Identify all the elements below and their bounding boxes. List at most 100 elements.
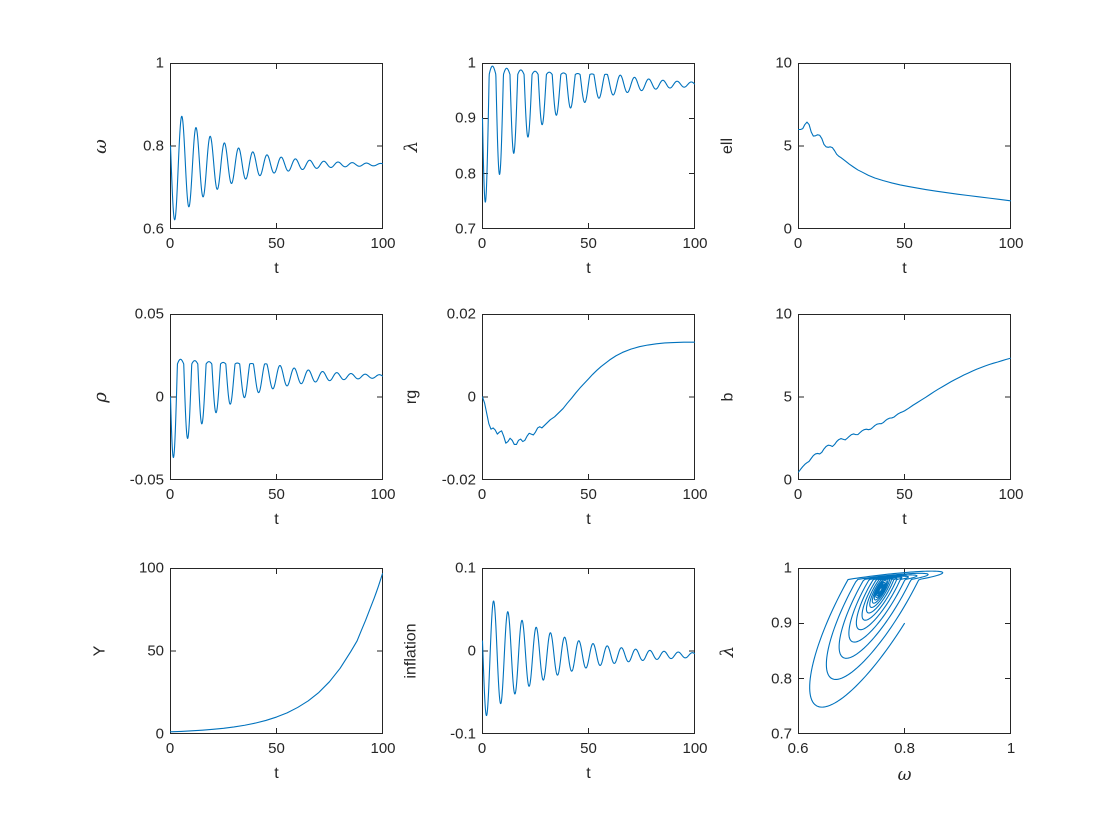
y-tick-label: 0.8 [455,165,476,183]
rho-vs-t-curve [169,314,384,480]
x-tick-label: 100 [370,486,396,503]
y-axis-label-Y: Y [90,645,108,657]
y-axis-label-phase: λ [717,645,739,657]
x-tick-label: 50 [580,235,597,252]
y-tick-label: 100 [138,559,164,577]
x-tick-label: 50 [580,740,597,757]
x-axis-label: t [902,260,907,277]
y-axis-label-lambda: λ [401,140,423,152]
y-tick-label: -0.1 [450,725,476,743]
x-ticks-phase: 0.6 0.8 1 [788,740,1016,758]
y-tick-label: 0.9 [455,109,476,127]
y-axis-label-omega: ω [89,138,111,154]
omega-vs-t-curve [169,63,384,229]
y-tick-label: 0.1 [455,559,476,577]
x-axis-label: ω [897,765,912,785]
x-tick-label: 0 [793,486,803,503]
x-tick-label: 0.8 [894,740,915,757]
y-tick-label: 10 [775,305,792,323]
axes-ell [797,63,1012,229]
x-tick-label: 100 [682,740,708,757]
y-tick-label: 0 [467,642,476,660]
x-tick-label: 50 [580,486,597,503]
x-tick-label: 100 [998,235,1024,252]
x-axis-label: t [274,511,279,528]
y-tick-label: 1 [467,54,476,72]
x-tick-label: 0 [477,235,487,252]
y-ticks-phase: 1 0.9 0.8 0.7 [742,560,792,743]
inflation-vs-t-curve [481,568,696,734]
y-axis-label-rg: rg [402,389,420,405]
y-ticks-rho: 0.05 0 -0.05 [114,306,164,489]
y-tick-label: 5 [783,388,792,406]
y-tick-label: 0.6 [143,220,164,238]
x-axis-label: t [586,765,591,782]
y-tick-label: 0 [783,220,792,238]
y-tick-label: 50 [147,642,164,660]
x-tick-label: 0 [165,235,175,252]
axes-b [797,314,1012,480]
phase-portrait-curve [798,568,1011,734]
axes-inflation [481,568,696,734]
x-ticks-rg: 0 50 100 [478,486,708,504]
axes-rho [169,314,384,480]
y-tick-label: 10 [775,54,792,72]
x-axis-label: t [586,260,591,277]
y-axis-label-b: b [719,392,736,402]
x-tick-label: 100 [682,486,708,503]
x-tick-label: 0 [477,740,487,757]
b-vs-t-curve [797,314,1012,480]
axes-lambda [481,63,696,229]
y-tick-label: 1 [155,54,164,72]
y-ticks-ell: 10 5 0 [742,55,792,238]
y-ticks-inflation: 0.1 0 -0.1 [426,560,476,743]
x-tick-label: 0 [165,486,175,503]
x-ticks-ell: 0 50 100 [794,235,1024,253]
y-tick-label: -0.02 [441,471,476,489]
y-tick-label: 0.8 [143,137,164,155]
x-ticks-b: 0 50 100 [794,486,1024,504]
x-tick-label: 50 [896,235,913,252]
x-tick-label: 50 [268,740,285,757]
y-tick-label: 0 [155,388,164,406]
y-axis-label-ell: ell [718,137,736,155]
y-tick-label: 1 [783,559,792,577]
y-ticks-b: 10 5 0 [742,306,792,489]
x-axis-label: t [586,511,591,528]
x-tick-label: 100 [370,235,396,252]
x-tick-label: 100 [998,486,1024,503]
y-ticks-rg: 0.02 0 -0.02 [426,306,476,489]
Y-vs-t-curve [169,568,384,734]
y-tick-label: 0.9 [771,614,792,632]
x-tick-label: 0 [165,740,175,757]
y-tick-label: 0.8 [771,670,792,688]
y-axis-label-rho: ρ [89,391,111,403]
ell-vs-t-curve [797,63,1012,229]
y-tick-label: 0.02 [446,305,476,323]
y-ticks-Y: 100 50 0 [114,560,164,743]
x-tick-label: 0 [793,235,803,252]
x-tick-label: 0 [477,486,487,503]
axes-rg [481,314,696,480]
x-axis-label: t [902,511,907,528]
x-axis-label: t [274,765,279,782]
y-tick-label: 0 [783,471,792,489]
axes-Y [169,568,384,734]
x-ticks-lambda: 0 50 100 [478,235,708,253]
x-tick-label: 0.6 [787,740,809,757]
y-tick-label: 0 [467,388,476,406]
y-tick-label: 5 [783,137,792,155]
y-tick-label: -0.05 [129,471,164,489]
x-ticks-inflation: 0 50 100 [478,740,708,758]
axes-omega [169,63,384,229]
x-tick-label: 1 [1006,740,1016,757]
rg-vs-t-curve [481,314,696,480]
x-tick-label: 50 [896,486,913,503]
axes-phase [798,568,1011,734]
y-ticks-lambda: 1 0.9 0.8 0.7 [426,55,476,238]
y-tick-label: 0.05 [134,305,164,323]
lambda-vs-t-curve [481,63,696,229]
x-tick-label: 100 [682,235,708,252]
y-tick-label: 0.7 [455,220,476,238]
